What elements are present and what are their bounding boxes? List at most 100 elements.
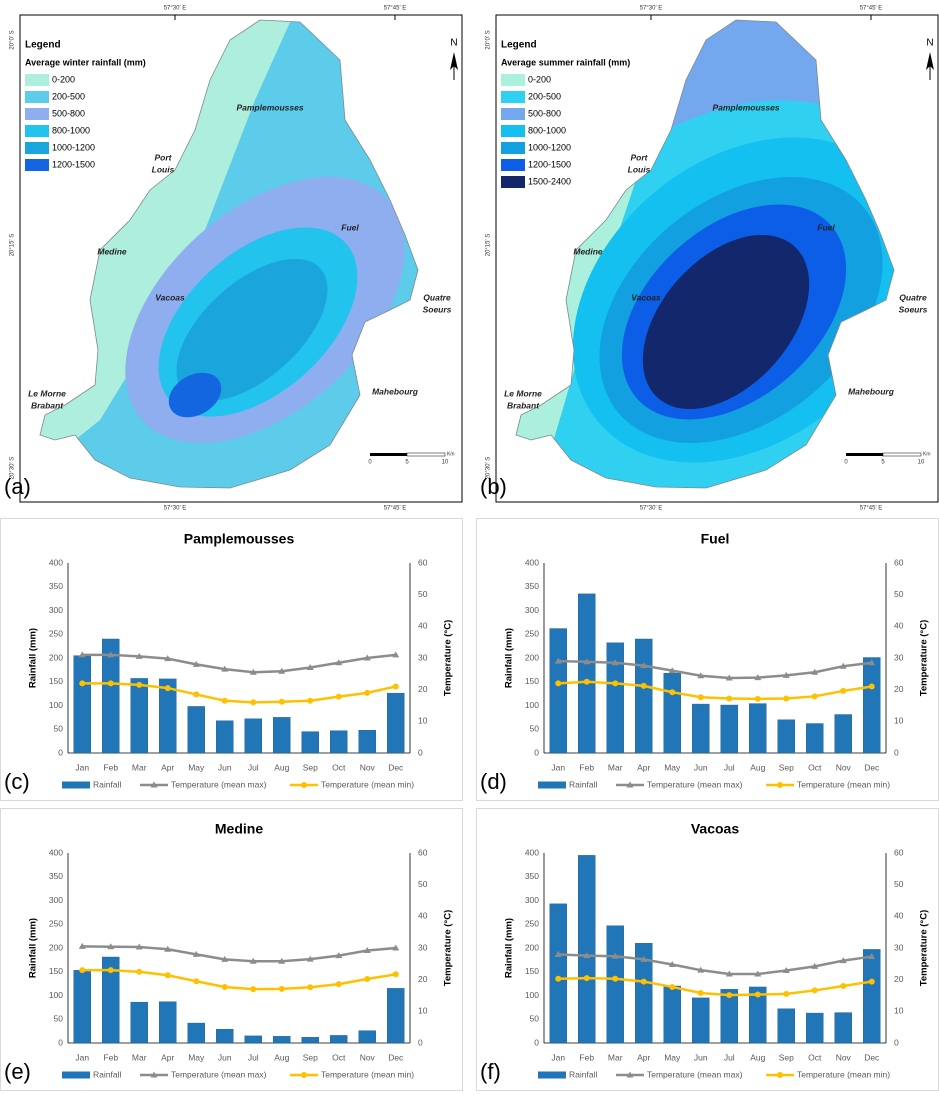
y-tick-label: 50 xyxy=(54,724,64,734)
y-axis-label: Rainfall (mm) xyxy=(28,918,39,978)
place-label: Mahebourg xyxy=(372,386,419,396)
x-tick-label: Oct xyxy=(808,762,822,772)
y2-tick-label: 30 xyxy=(418,652,428,662)
y2-axis-label: Temperature (°C) xyxy=(919,910,930,986)
x-tick-label: Aug xyxy=(750,762,765,772)
map-panel: 57°30' E57°30' E57°45' E57°45' E20°0' S2… xyxy=(0,0,462,512)
legend-label: Rainfall xyxy=(93,779,121,789)
x-tick-label: May xyxy=(664,1052,681,1062)
bar xyxy=(188,706,205,753)
marker xyxy=(222,698,228,704)
legend-swatch xyxy=(538,1072,566,1079)
place-label: Louis xyxy=(152,164,175,174)
x-tick-label: May xyxy=(188,1052,205,1062)
y2-tick-label: 50 xyxy=(418,589,428,599)
bar xyxy=(635,639,652,753)
marker xyxy=(641,979,647,985)
place-label: Le Morne xyxy=(504,388,542,398)
y-tick-label: 400 xyxy=(525,847,539,857)
legend-title: Average winter rainfall (mm) xyxy=(25,57,146,67)
y-tick-label: 200 xyxy=(49,942,63,952)
marker xyxy=(612,976,618,982)
y-tick-label: 250 xyxy=(525,919,539,929)
legend-swatch xyxy=(777,1072,783,1078)
legend-swatch xyxy=(25,159,49,171)
legend-swatch xyxy=(501,74,525,86)
legend-label: Temperature (mean max) xyxy=(647,779,743,789)
x-tick-label: Mar xyxy=(132,1052,147,1062)
y-tick-label: 350 xyxy=(525,871,539,881)
x-tick-label: Jun xyxy=(694,1052,708,1062)
y-axis-label: Rainfall (mm) xyxy=(504,628,515,688)
x-tick-label: Feb xyxy=(103,1052,118,1062)
bar xyxy=(578,594,595,753)
bar xyxy=(330,1035,347,1043)
panel-label: (c) xyxy=(4,769,30,794)
place-label: Quatre xyxy=(899,292,927,302)
marker xyxy=(222,984,228,990)
map-panel: 57°30' E57°30' E57°45' E57°45' E20°0' S2… xyxy=(437,0,939,582)
legend-label: 1200-1500 xyxy=(528,159,571,169)
x-tick-label: Jul xyxy=(724,762,735,772)
y2-tick-label: 60 xyxy=(418,847,428,857)
legend-label: 1200-1500 xyxy=(52,159,95,169)
marker xyxy=(783,991,789,997)
legend-label: 500-800 xyxy=(528,108,561,118)
marker xyxy=(193,691,199,697)
y-tick-label: 300 xyxy=(49,895,63,905)
x-tick-label: Oct xyxy=(332,762,346,772)
x-tick-label: Mar xyxy=(608,762,623,772)
marker xyxy=(669,984,675,990)
y-tick-label: 100 xyxy=(49,990,63,1000)
marker xyxy=(812,693,818,699)
y-tick-label: 150 xyxy=(49,966,63,976)
y-tick-label: 400 xyxy=(525,557,539,567)
place-label: Port xyxy=(631,152,649,162)
x-tick-label: Sep xyxy=(303,1052,318,1062)
legend-label: 0-200 xyxy=(528,74,551,84)
chart-title: Fuel xyxy=(701,531,730,547)
marker xyxy=(555,976,561,982)
x-tick-label: Jul xyxy=(248,762,259,772)
lon-label: 57°45' E xyxy=(384,6,407,12)
y2-tick-label: 40 xyxy=(418,911,428,921)
marker xyxy=(307,984,313,990)
y-tick-label: 300 xyxy=(525,605,539,615)
lat-label: 20°15' S xyxy=(10,234,16,257)
x-tick-label: Jun xyxy=(694,762,708,772)
x-tick-label: Feb xyxy=(103,762,118,772)
x-tick-label: Jan xyxy=(75,1052,89,1062)
x-tick-label: Jan xyxy=(551,762,565,772)
x-tick-label: Dec xyxy=(388,762,404,772)
marker xyxy=(641,683,647,689)
bar xyxy=(863,949,880,1043)
lon-label: 57°30' E xyxy=(164,6,187,12)
marker xyxy=(755,992,761,998)
y-tick-label: 350 xyxy=(49,581,63,591)
place-label: Quatre xyxy=(423,292,451,302)
bar xyxy=(835,715,852,753)
place-label: Medine xyxy=(97,246,127,256)
panel-label: (e) xyxy=(4,1059,31,1084)
y-axis-label: Rainfall (mm) xyxy=(28,628,39,688)
legend-swatch xyxy=(501,176,525,188)
marker xyxy=(79,680,85,686)
x-tick-label: Oct xyxy=(808,1052,822,1062)
y-tick-label: 0 xyxy=(534,1037,539,1047)
place-label: Fuel xyxy=(817,222,835,232)
marker xyxy=(336,981,342,987)
legend-swatch xyxy=(62,782,90,789)
legend-swatch xyxy=(501,125,525,137)
bar xyxy=(330,731,347,753)
marker xyxy=(165,685,171,691)
legend-swatch xyxy=(25,142,49,154)
marker xyxy=(108,967,114,973)
place-label: Soeurs xyxy=(899,304,928,314)
marker xyxy=(250,699,256,705)
marker xyxy=(812,987,818,993)
legend-label: Temperature (mean min) xyxy=(797,779,890,789)
x-tick-label: Apr xyxy=(161,1052,174,1062)
place-label: Louis xyxy=(628,164,651,174)
bar xyxy=(387,693,404,753)
lon-label: 57°30' E xyxy=(640,6,663,12)
